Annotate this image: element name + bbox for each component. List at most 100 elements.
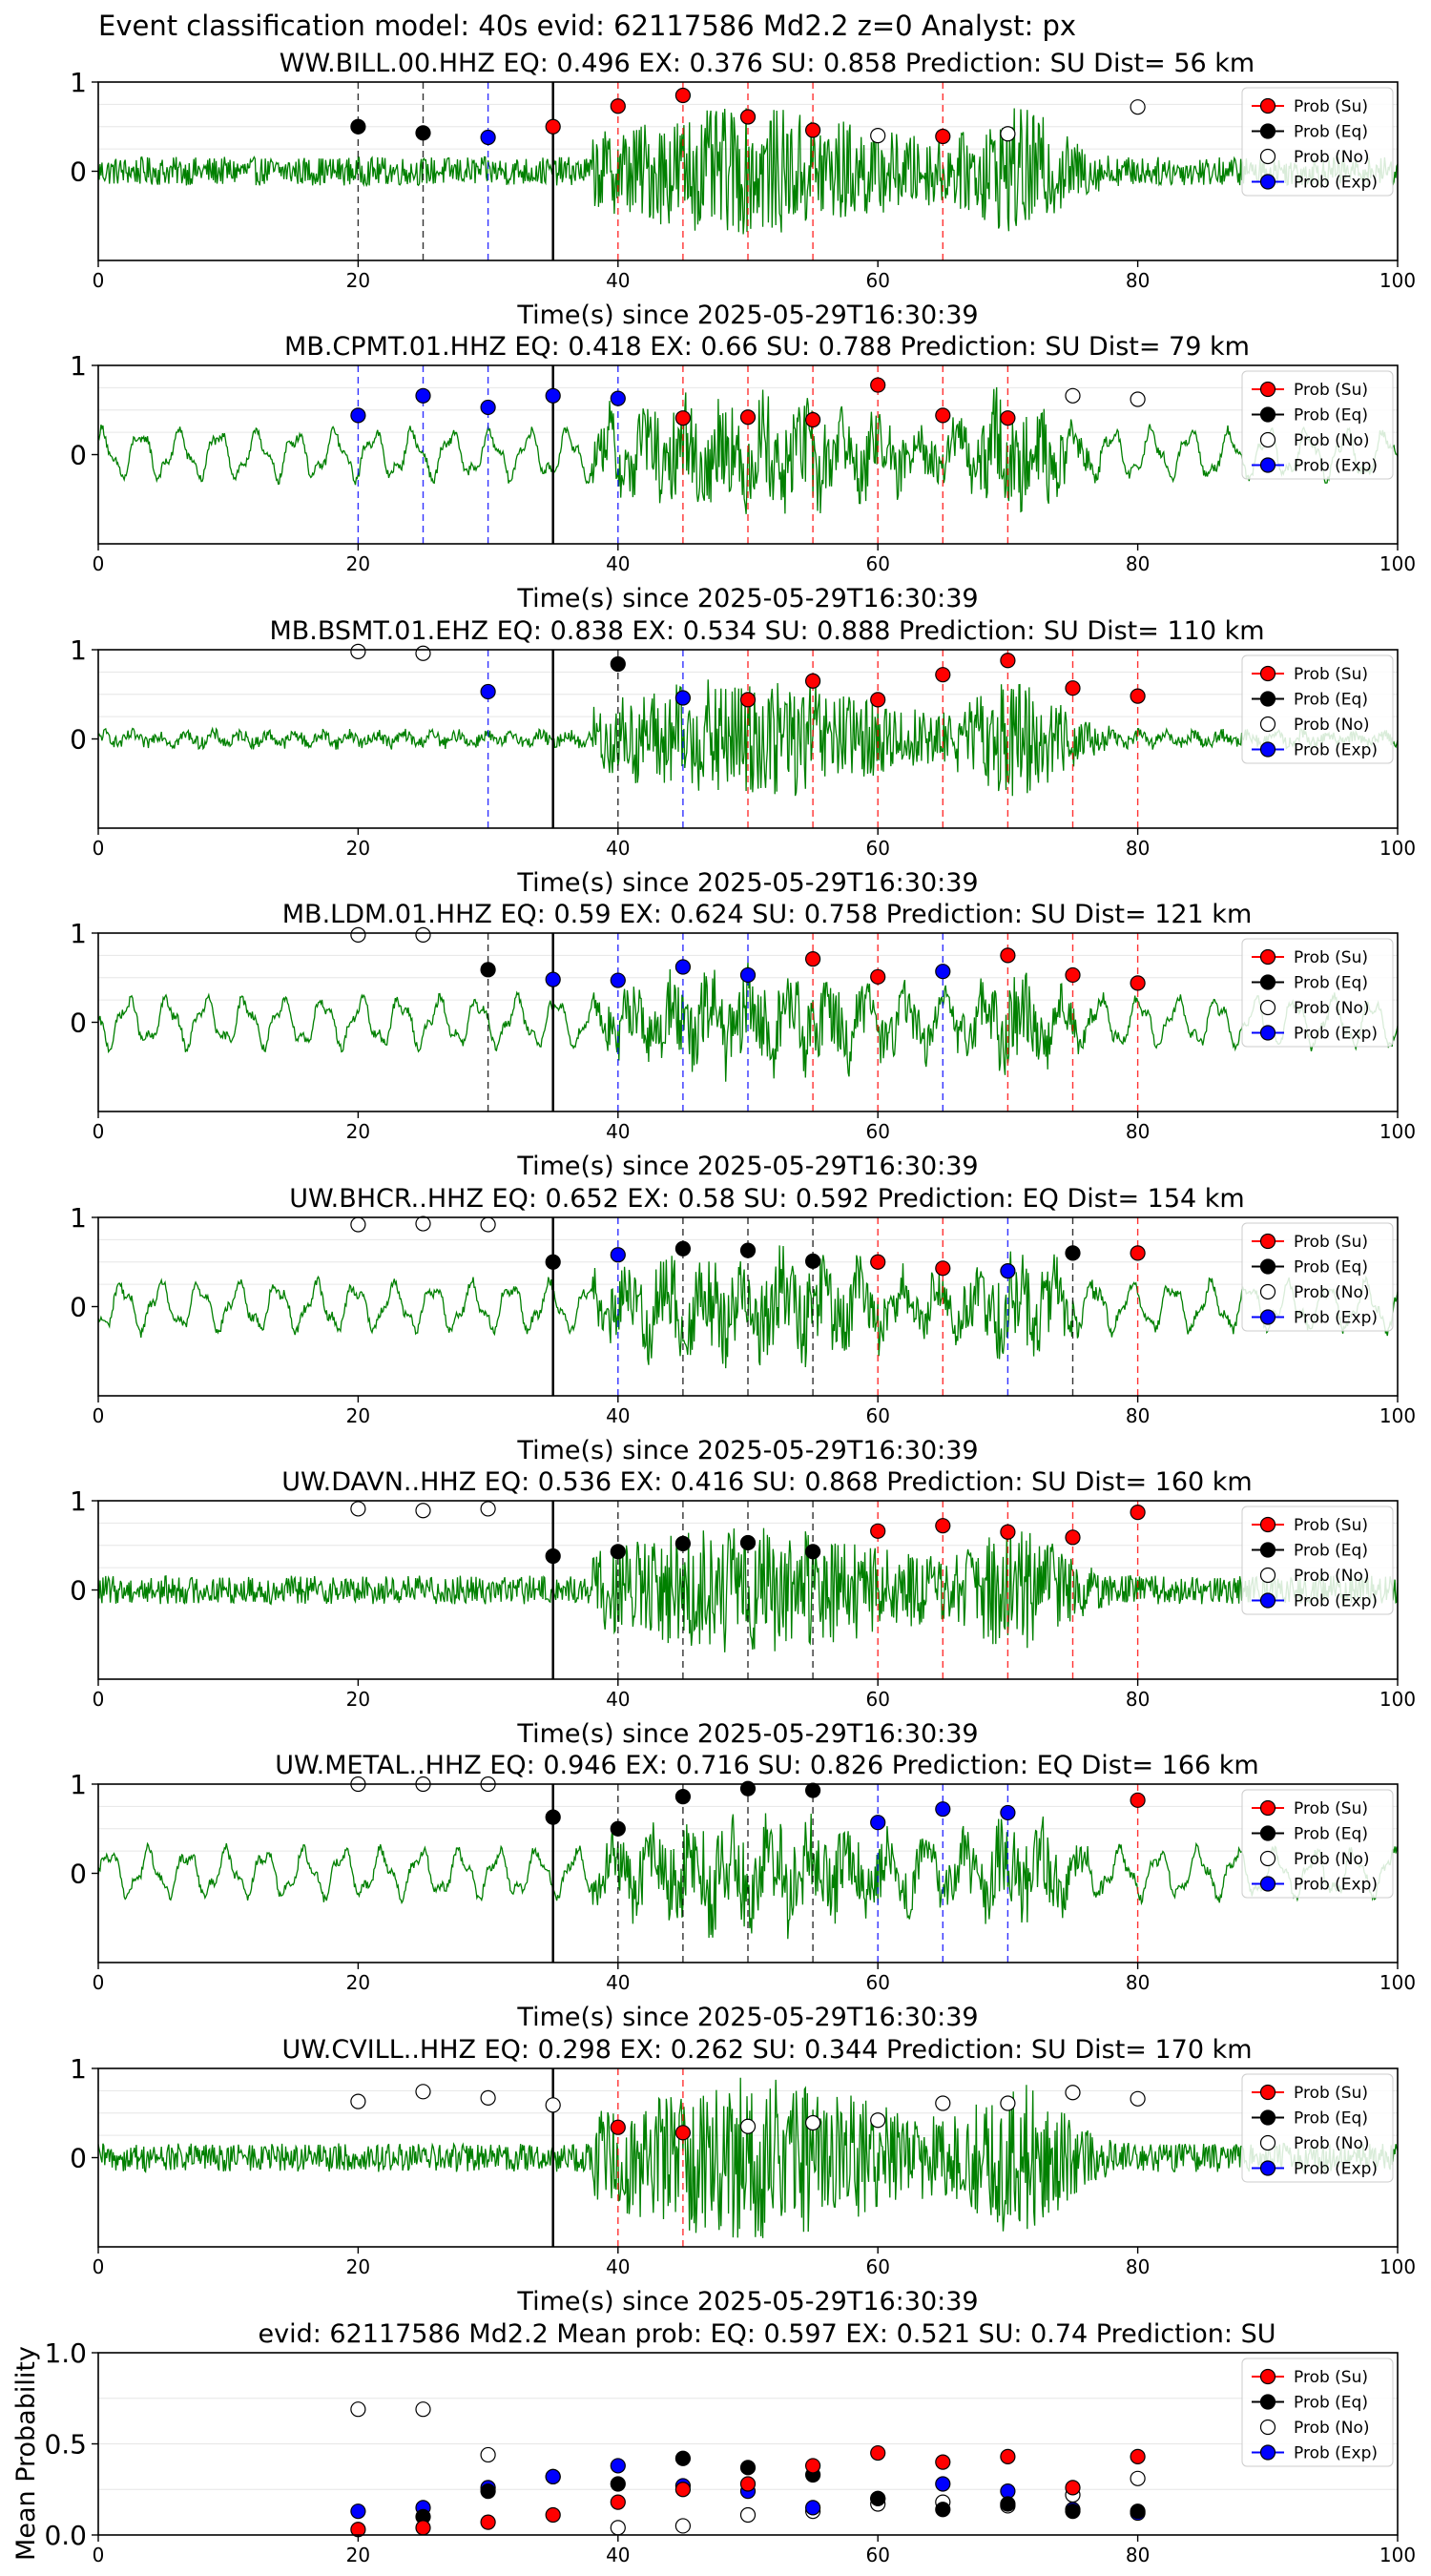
- x-tick-label: 40: [606, 1971, 630, 1994]
- legend-label-no: Prob (No): [1294, 999, 1370, 1018]
- x-tick-label: 100: [1379, 2255, 1416, 2278]
- point-no: [1130, 2470, 1146, 2486]
- point-no: [1065, 2085, 1081, 2101]
- x-tick-label: 20: [346, 2255, 370, 2278]
- x-tick-label: 100: [1379, 1688, 1416, 1711]
- point-no: [350, 926, 366, 943]
- point-su: [674, 410, 692, 426]
- x-tick-label: 20: [346, 1688, 370, 1711]
- legend-label-su: Prob (Su): [1294, 1233, 1368, 1252]
- x-tick-label: 20: [346, 1120, 370, 1143]
- legend: Prob (Su) Prob (Eq) Prob (No) Prob (Exp): [1241, 654, 1394, 764]
- x-tick-label: 60: [865, 552, 889, 575]
- point-su: [870, 692, 886, 708]
- legend-label-eq: Prob (Eq): [1294, 1542, 1368, 1561]
- x-tick-label: 80: [1126, 2255, 1150, 2278]
- panel-2: 0 20 40 60 80 100 0 1 MB.BSMT.01.EHZ EQ: 0.838 E…: [70, 616, 1416, 898]
- legend-label-no: Prob (No): [1294, 1567, 1370, 1586]
- point-eq: [545, 1809, 561, 1825]
- legend-label-no: Prob (No): [1294, 2419, 1370, 2438]
- point-exp: [870, 1815, 886, 1831]
- x-tick-label: 100: [1379, 837, 1416, 860]
- point-exp: [610, 2458, 626, 2474]
- point-no: [415, 2401, 431, 2418]
- legend-marker-su: [1259, 2084, 1276, 2101]
- legend: Prob (Su) Prob (Eq) Prob (No) Prob (Exp): [1241, 1506, 1394, 1615]
- point-exp: [610, 390, 626, 406]
- plot-area: [98, 2068, 1398, 2247]
- legend-marker-no: [1259, 148, 1276, 165]
- point-eq: [480, 2483, 496, 2500]
- point-exp: [610, 1247, 626, 1263]
- y-tick-label: 0: [70, 2143, 87, 2174]
- x-tick-label: 40: [606, 1120, 630, 1143]
- y-tick-label: 0: [70, 1575, 87, 1607]
- point-su: [1130, 2448, 1146, 2464]
- panel-0: 0 20 40 60 80 100 0 1 WW.BILL.00.HHZ EQ: 0.496 E…: [70, 49, 1416, 330]
- legend-marker-su: [1259, 2368, 1276, 2385]
- point-su: [870, 2444, 886, 2462]
- point-eq: [674, 1788, 692, 1805]
- legend-marker-eq: [1259, 406, 1276, 423]
- legend-label-no: Prob (No): [1294, 148, 1370, 167]
- y-tick-label: 0: [70, 1859, 87, 1890]
- point-no: [739, 2506, 757, 2524]
- point-su: [739, 692, 757, 708]
- point-eq: [1000, 2496, 1016, 2512]
- x-tick-label: 60: [865, 837, 889, 860]
- point-no: [480, 2446, 496, 2463]
- legend-label-no: Prob (No): [1294, 431, 1370, 450]
- point-no: [674, 2518, 692, 2534]
- plot-area: [98, 1784, 1398, 1963]
- point-eq: [415, 125, 431, 141]
- point-exp: [480, 399, 496, 416]
- point-exp: [1000, 2483, 1016, 2500]
- point-no: [480, 1216, 496, 1233]
- x-tick-label: 80: [1126, 269, 1150, 292]
- point-su: [870, 968, 886, 985]
- y-tick-label: 1: [70, 1485, 87, 1517]
- legend-label-eq: Prob (Eq): [1294, 1258, 1368, 1278]
- y-tick-label: 1: [70, 1769, 87, 1800]
- y-tick-label: 1: [70, 2053, 87, 2085]
- point-su: [935, 128, 951, 145]
- legend-box: [1241, 370, 1394, 480]
- legend-marker-exp: [1259, 174, 1276, 190]
- point-su: [804, 2458, 821, 2474]
- x-axis-label: Time(s) since 2025-05-29T16:30:39: [516, 301, 978, 330]
- point-su: [1130, 1245, 1146, 1261]
- panel-1: 0 20 40 60 80 100 0 1 MB.CPMT.01.HHZ EQ: 0.418 E…: [70, 332, 1416, 613]
- panel-title: MB.CPMT.01.HHZ EQ: 0.418 EX: 0.66 SU: 0.…: [284, 332, 1250, 362]
- waveform-trace: [98, 1527, 1398, 1652]
- x-tick-label: 0: [93, 1404, 105, 1427]
- point-su: [674, 2125, 692, 2141]
- legend-label-eq: Prob (Eq): [1294, 406, 1368, 426]
- point-exp: [935, 964, 951, 980]
- point-eq: [739, 1534, 757, 1551]
- point-eq: [1130, 2503, 1146, 2520]
- legend-marker-exp: [1259, 2160, 1276, 2176]
- legend-label-eq: Prob (Eq): [1294, 2109, 1368, 2129]
- legend-label-su: Prob (Su): [1294, 665, 1368, 684]
- y-tick-label: 1.0: [44, 2337, 87, 2369]
- point-su: [1000, 1524, 1016, 1540]
- point-eq: [870, 2490, 886, 2506]
- point-su: [739, 409, 757, 426]
- point-exp: [739, 966, 757, 984]
- legend-label-su: Prob (Su): [1294, 1799, 1368, 1818]
- x-axis-label: Time(s) since 2025-05-29T16:30:39: [516, 868, 978, 898]
- x-axis-label: Time(s) since 2025-05-29T16:30:39: [516, 1719, 978, 1749]
- point-su: [935, 407, 951, 424]
- point-su: [480, 2514, 496, 2530]
- legend: Prob (Su) Prob (Eq) Prob (No) Prob (Exp): [1241, 1789, 1394, 1899]
- point-eq: [610, 1544, 626, 1560]
- point-su: [1000, 653, 1016, 669]
- legend-marker-exp: [1259, 1876, 1276, 1892]
- x-tick-label: 0: [93, 1120, 105, 1143]
- legend-marker-eq: [1259, 2109, 1276, 2126]
- point-eq: [610, 2476, 626, 2492]
- point-su: [804, 673, 821, 689]
- panel-title: MB.LDM.01.HHZ EQ: 0.59 EX: 0.624 SU: 0.7…: [282, 900, 1253, 929]
- legend-box: [1241, 1789, 1394, 1899]
- point-no: [480, 2089, 496, 2106]
